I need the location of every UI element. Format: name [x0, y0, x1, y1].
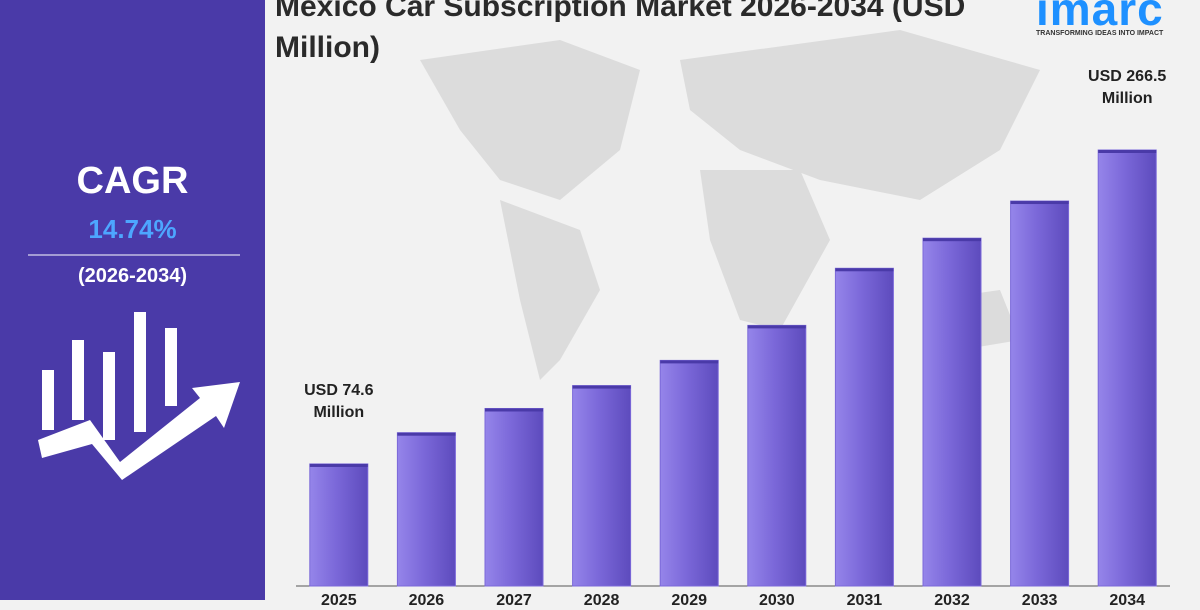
x-tick-label: 2029 — [671, 592, 707, 609]
bar — [396, 432, 456, 587]
bar — [1097, 149, 1157, 587]
data-label: USD 266.5 Million — [1088, 68, 1167, 107]
growth-icon — [38, 312, 240, 480]
x-tick-label: 2033 — [1021, 592, 1058, 609]
bar-top — [1010, 201, 1069, 205]
bar — [572, 385, 632, 587]
x-tick-label: 2026 — [408, 592, 445, 609]
bar — [747, 324, 807, 587]
x-tick-label: 2027 — [496, 592, 532, 609]
cagr-value: 14.74% — [88, 214, 177, 244]
bar-top — [1098, 150, 1157, 153]
bar — [1010, 200, 1070, 587]
bar-top — [485, 408, 543, 412]
bar-top — [660, 360, 719, 364]
bar — [659, 359, 719, 587]
x-tick-label: 2031 — [846, 592, 883, 609]
bar — [834, 267, 894, 587]
x-tick-label: 2028 — [583, 592, 620, 609]
chart-title: Mexico Car Subscription Market 2026-2034… — [275, 0, 966, 64]
logo-tagline: TRANSFORMING IDEAS INTO IMPACT — [1036, 30, 1164, 37]
cagr-label: CAGR — [76, 160, 189, 202]
logo: imarc — [1036, 0, 1164, 35]
x-tick-label: 2034 — [1109, 592, 1145, 609]
world-map — [420, 30, 1040, 380]
bar — [484, 407, 544, 587]
bar-top — [572, 385, 631, 389]
sidebar — [0, 0, 265, 600]
bar-top — [397, 432, 456, 436]
bar-top — [923, 238, 981, 242]
bar — [922, 237, 982, 587]
x-tick-label: 2030 — [759, 592, 795, 609]
bar-top — [835, 268, 894, 272]
bar-top — [309, 463, 368, 467]
bar — [309, 463, 369, 587]
cagr-period: (2026-2034) — [78, 265, 187, 287]
bar-top — [747, 325, 806, 329]
data-label: USD 74.6 Million — [304, 381, 374, 421]
x-tick-label: 2025 — [321, 592, 357, 609]
x-tick-label: 2032 — [934, 592, 970, 609]
